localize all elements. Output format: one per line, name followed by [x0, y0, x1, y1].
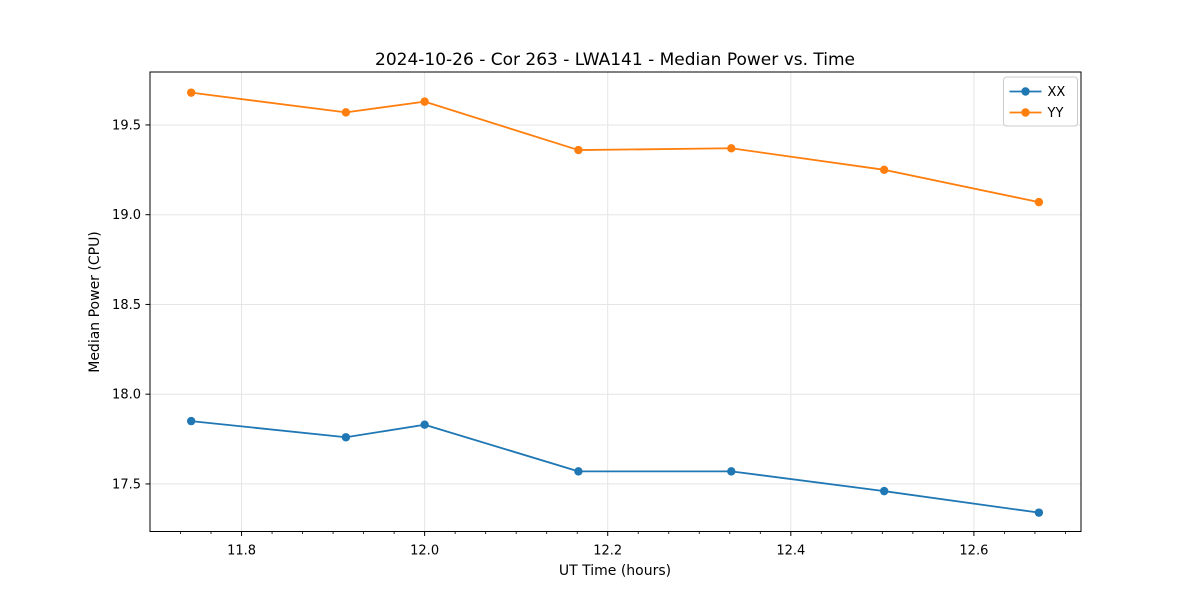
data-point-yy — [341, 108, 351, 117]
x-axis-label: UT Time (hours) — [559, 563, 671, 579]
data-point-xx — [1034, 508, 1044, 517]
grid-layer — [150, 72, 1081, 532]
data-point-xx — [879, 486, 889, 496]
legend-label-yy: YY — [1047, 106, 1064, 121]
data-point-yy — [879, 165, 889, 175]
x-tick-label: 12.6 — [959, 544, 988, 559]
data-point-yy — [186, 88, 196, 97]
ticks-layer: 11.8 12.0 12.2 12.4 12.6 17.5 18.0 18.5 19.0 19.5 — [112, 71, 1082, 559]
data-point-yy — [420, 97, 429, 106]
y-tick-label: 17.5 — [112, 477, 141, 492]
y-tick-label: 18.0 — [112, 388, 141, 403]
axes-spines — [149, 71, 1082, 532]
legend: XX YY — [1003, 76, 1078, 127]
chart-title: 2024-10-26 - Cor 263 - LWA141 - Median P… — [375, 50, 855, 70]
data-point-xx — [727, 467, 736, 476]
data-point-yy — [574, 145, 583, 155]
x-tick-label: 12.2 — [593, 544, 622, 559]
series-layer — [186, 88, 1044, 517]
y-axis-label: Median Power (CPU) — [87, 231, 103, 373]
series-line-yy — [191, 91, 1040, 204]
x-tick-label: 12.4 — [776, 544, 805, 559]
data-point-yy — [1034, 197, 1044, 207]
data-point-yy — [727, 144, 736, 153]
y-tick-label: 19.5 — [112, 118, 141, 133]
legend-label-xx: XX — [1048, 85, 1066, 100]
y-tick-label: 19.0 — [112, 208, 141, 223]
data-point-xx — [186, 416, 196, 426]
y-tick-label: 18.5 — [112, 298, 141, 313]
data-point-xx — [341, 433, 351, 442]
legend-box — [1003, 76, 1078, 127]
series-line-xx — [191, 420, 1040, 514]
legend-marker-yy — [1021, 108, 1030, 117]
data-point-xx — [420, 420, 429, 429]
x-tick-label: 11.8 — [227, 544, 256, 559]
data-point-xx — [574, 467, 583, 476]
x-tick-label: 12.0 — [410, 544, 439, 559]
legend-marker-xx — [1021, 87, 1030, 96]
